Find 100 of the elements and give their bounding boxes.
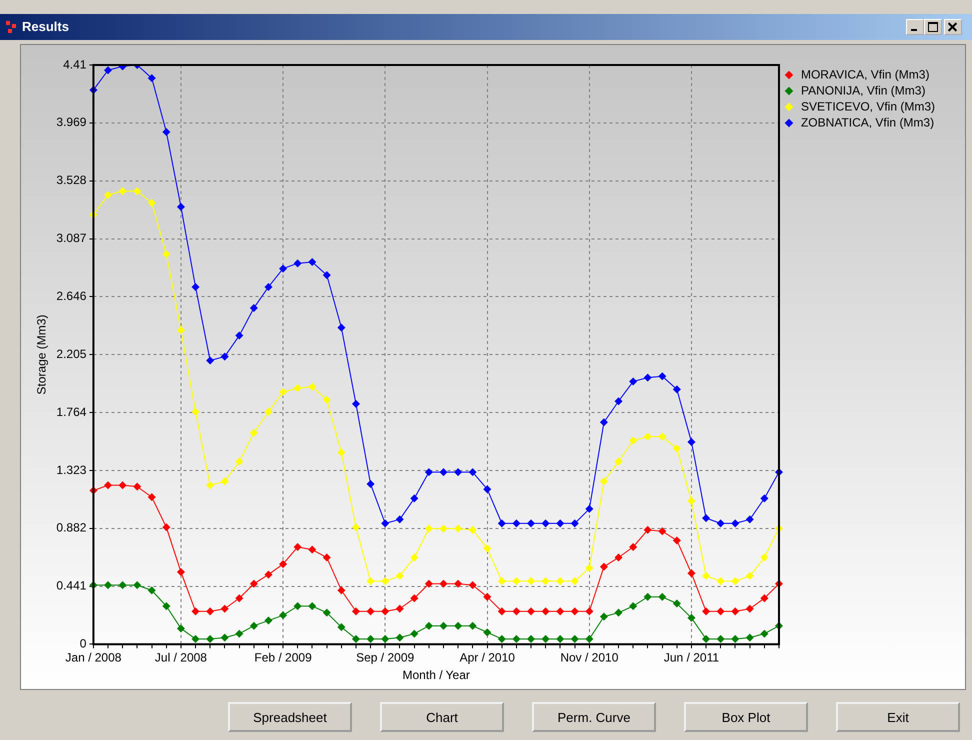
point: [760, 594, 768, 602]
point: [731, 577, 740, 586]
point: [410, 594, 418, 602]
text: Exit: [836, 702, 960, 732]
point: [687, 497, 696, 506]
point: [527, 577, 536, 586]
point: [162, 523, 170, 532]
point: [658, 527, 666, 536]
point: [148, 74, 156, 82]
legend-label: ZOBNATICA, Vfin (Mm3): [800, 115, 934, 130]
point: [220, 477, 229, 486]
point: [264, 570, 272, 579]
point: [294, 384, 302, 392]
point: [308, 602, 316, 610]
point: [162, 250, 170, 258]
y-tick-label: 1.323: [56, 462, 87, 477]
point: [308, 258, 316, 266]
legend-label: SVETICEVO, Vfin (Mm3): [800, 99, 936, 114]
point: [527, 519, 536, 528]
point: [498, 577, 506, 586]
point: [206, 607, 214, 616]
point: [556, 607, 564, 616]
point: [614, 608, 623, 617]
point: [439, 524, 448, 533]
point: [570, 634, 579, 643]
point: [410, 554, 418, 562]
point: [133, 187, 142, 196]
point: [250, 622, 258, 630]
point: [322, 554, 331, 562]
point: [410, 494, 418, 502]
point: [760, 554, 768, 562]
point: [424, 468, 433, 476]
point: [192, 607, 200, 616]
y-tick-label: 2.205: [56, 346, 87, 361]
point: [410, 630, 418, 638]
point: [104, 481, 112, 490]
point: [498, 519, 506, 528]
point: [279, 264, 288, 273]
point: [192, 634, 200, 643]
point: [366, 634, 375, 643]
point: [118, 187, 127, 196]
point: [279, 388, 288, 396]
point: [570, 607, 579, 616]
point: [746, 515, 754, 524]
point: [337, 586, 346, 594]
point: [644, 432, 652, 441]
point: [570, 519, 579, 528]
point: [556, 577, 564, 586]
point: [322, 396, 331, 404]
point: [250, 580, 258, 588]
point: [672, 385, 681, 394]
point: [294, 602, 302, 610]
point: [600, 477, 608, 486]
point: [483, 628, 492, 636]
point: [600, 418, 608, 426]
point: [220, 604, 229, 613]
x-tick-label: Feb / 2009: [254, 650, 312, 665]
point: [250, 304, 258, 312]
point: [176, 624, 185, 632]
point: [731, 634, 740, 643]
x-tick-label: Jun / 2011: [664, 650, 720, 665]
point: [483, 592, 492, 601]
point: [687, 569, 696, 578]
point: [629, 543, 638, 552]
point: [454, 622, 462, 630]
x-tick-label: Sep / 2009: [356, 650, 414, 665]
y-tick-label: 0.441: [56, 578, 87, 593]
point: [439, 622, 448, 630]
point: [366, 607, 375, 616]
point: [614, 458, 623, 466]
point: [498, 607, 506, 616]
point: [235, 458, 244, 466]
point: [206, 634, 214, 643]
point: [264, 408, 272, 416]
point: [644, 526, 652, 534]
point: [279, 560, 288, 568]
point: [672, 599, 681, 608]
y-tick-label: 2.646: [56, 288, 87, 303]
text: Perm. Curve: [532, 702, 656, 732]
point: [118, 581, 127, 590]
point: [104, 66, 112, 74]
point: [133, 581, 142, 590]
y-tick-label: 0.882: [56, 520, 87, 535]
point: [235, 332, 244, 340]
point: [424, 580, 433, 588]
legend-label: PANONIJA, Vfin (Mm3): [800, 83, 926, 98]
point: [104, 191, 112, 200]
point: [454, 580, 462, 588]
point: [746, 604, 754, 613]
point: [716, 634, 725, 643]
point: [512, 519, 520, 528]
point: [381, 607, 390, 616]
x-axis-title: Month / Year: [402, 668, 470, 682]
point: [396, 634, 404, 642]
point: [235, 594, 244, 602]
point: [381, 577, 390, 586]
point: [454, 524, 462, 533]
point: [468, 468, 477, 476]
point: [542, 634, 550, 643]
point: [337, 448, 346, 456]
